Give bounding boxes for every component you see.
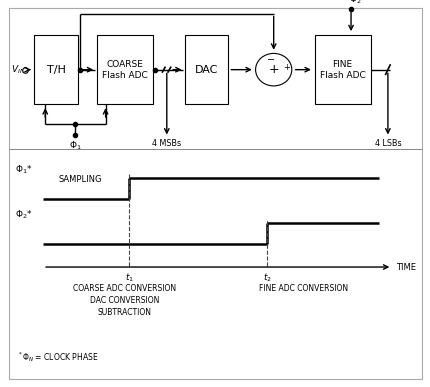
Text: $\Phi_1$: $\Phi_1$ [69, 139, 82, 152]
Text: +: + [283, 63, 289, 72]
Text: −: − [267, 55, 275, 65]
Text: FINE
Flash ADC: FINE Flash ADC [319, 60, 365, 80]
Text: $V_{IN}$: $V_{IN}$ [11, 63, 25, 76]
Bar [314, 35, 370, 104]
Text: $t_1$: $t_1$ [125, 272, 133, 284]
Text: COARSE
Flash ADC: COARSE Flash ADC [102, 60, 147, 80]
Text: DAC: DAC [195, 65, 218, 75]
Bar [97, 35, 153, 104]
Text: $\Phi_2$*: $\Phi_2$* [15, 208, 32, 221]
Text: $\Phi_1$*: $\Phi_1$* [15, 164, 32, 176]
Bar [185, 35, 228, 104]
Text: $t_2$: $t_2$ [262, 272, 271, 284]
Text: FINE ADC CONVERSION: FINE ADC CONVERSION [259, 284, 347, 293]
Text: 4 MSBs: 4 MSBs [152, 139, 181, 148]
Text: $^*\Phi_N$ = CLOCK PHASE: $^*\Phi_N$ = CLOCK PHASE [17, 350, 98, 364]
Circle shape [255, 53, 291, 86]
Text: 4 LSBs: 4 LSBs [374, 139, 400, 148]
Text: TIME: TIME [396, 262, 415, 272]
Text: SAMPLING: SAMPLING [58, 175, 101, 185]
Text: $\Phi_2$: $\Phi_2$ [348, 0, 361, 6]
Text: T/H: T/H [46, 65, 65, 75]
Text: COARSE ADC CONVERSION
DAC CONVERSION
SUBTRACTION: COARSE ADC CONVERSION DAC CONVERSION SUB… [73, 284, 176, 317]
Bar [34, 35, 77, 104]
Text: +: + [268, 63, 278, 76]
